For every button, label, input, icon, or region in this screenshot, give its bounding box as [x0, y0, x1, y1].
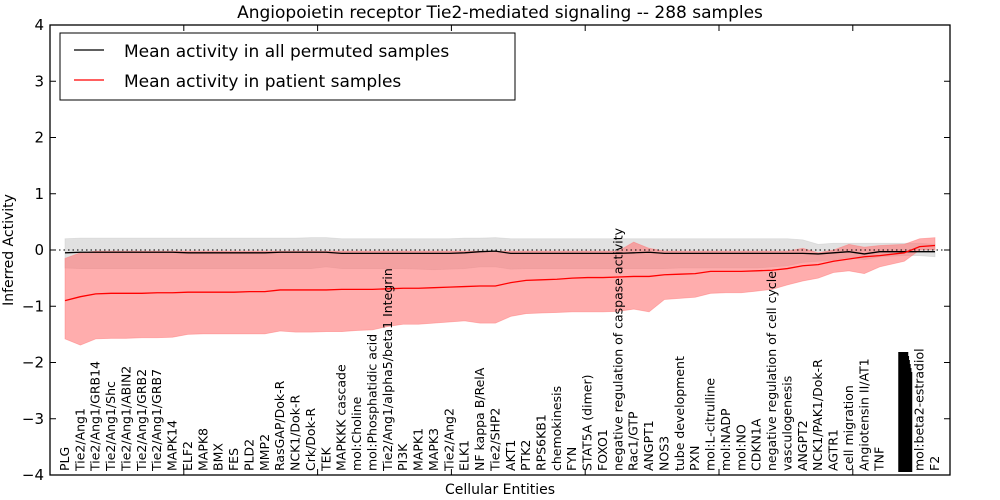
x-category-label: TEK: [318, 446, 333, 472]
x-category-label: negative regulation of caspase activity: [610, 227, 625, 471]
x-category-label: PXN: [687, 446, 702, 471]
x-category-label: Tie2/Ang1/GRB2: [134, 369, 149, 472]
x-category-label: NCK1/PAK1/Dok-R: [810, 359, 825, 471]
series-lines: [64, 244, 936, 302]
x-category-label: mol:beta2-estradiol: [912, 348, 927, 471]
chart-title: Angiopoietin receptor Tie2-mediated sign…: [237, 3, 763, 23]
overlapping-label-cluster: [902, 372, 913, 472]
x-category-label: MMP2: [257, 434, 272, 471]
x-category-label: Tie2/Ang1: [72, 408, 87, 472]
x-category-label: MAPK1: [411, 428, 426, 471]
x-category-label: RasGAP/Dok-R: [272, 380, 287, 471]
x-category-label: PTK2: [518, 440, 533, 471]
x-category-label: Tie2/Ang1/Shc: [103, 381, 118, 472]
x-axis-ticks: [183, 25, 854, 475]
legend-box: [59, 32, 516, 101]
y-axis-label: Inferred Activity: [1, 194, 17, 306]
x-category-label: Crk/Dok-R: [303, 408, 318, 471]
x-category-label: cell migration: [841, 385, 856, 471]
x-category-label: MAPK8: [195, 428, 210, 471]
y-tick-label: −2: [22, 354, 44, 372]
x-category-label: ELK1: [457, 440, 472, 471]
x-category-label: CDKN1A: [749, 418, 764, 471]
y-tick-label: 0: [34, 241, 44, 259]
y-tick-label: −4: [22, 466, 44, 484]
x-category-label: Tie2/Ang1/GRB14: [88, 361, 103, 472]
x-category-label: mol:NO: [733, 424, 748, 471]
x-category-label: Angiotensin II/AT1: [856, 358, 871, 471]
x-axis-label: Cellular Entities: [445, 482, 555, 498]
x-category-label: MAPK3: [426, 428, 441, 471]
x-category-label: MAPKKK cascade: [334, 364, 349, 471]
x-category-label: tube development: [672, 356, 687, 471]
x-category-label: STAT5A (dimer): [580, 375, 595, 471]
x-category-label: PLD2: [241, 439, 256, 471]
x-category-label: ANGPT2: [795, 420, 810, 471]
confidence-bands: [64, 237, 936, 346]
x-category-label: F2: [927, 456, 942, 471]
y-tick-label: 1: [34, 185, 44, 203]
x-category-label: ANGPT1: [641, 420, 656, 471]
x-category-label: AGTR1: [826, 429, 841, 471]
x-category-label: Tie2/SHP2: [487, 408, 502, 472]
legend: Mean activity in all permuted samples Me…: [59, 32, 516, 101]
x-category-label: NF kappa B/RelA: [472, 367, 487, 471]
x-category-label: mol:NADP: [718, 408, 733, 471]
x-category-label: mol:Choline: [349, 396, 364, 471]
x-category-label: BMX: [211, 443, 226, 471]
x-category-label: FOXO1: [595, 429, 610, 471]
x-category-label: TNF: [872, 447, 887, 472]
y-tick-label: 4: [34, 16, 44, 34]
x-category-label: FES: [226, 448, 241, 471]
x-category-label: FYN: [564, 447, 579, 471]
band-patient: [64, 237, 936, 346]
legend-label-patient: Mean activity in patient samples: [124, 72, 401, 92]
y-tick-label: 2: [34, 129, 44, 147]
x-category-label: NOS3: [656, 436, 671, 471]
x-category-label: chemokinesis: [549, 386, 564, 471]
x-category-label: Tie2/Ang1/alpha5/beta1 Integrin: [380, 268, 395, 472]
y-axis: 4 3 2 1 0 −1 −2 −3 −4: [22, 16, 950, 484]
y-tick-label: −3: [22, 410, 44, 428]
x-category-label: vasculogenesis: [779, 376, 794, 471]
x-category-label: negative regulation of cell cycle: [764, 271, 779, 471]
x-category-labels: PLG Tie2/Ang1 Tie2/Ang1/GRB14 Tie2/Ang1/Shc…: [57, 227, 942, 472]
legend-label-permuted: Mean activity in all permuted samples: [124, 42, 449, 62]
x-category-label: MAPK14: [165, 420, 180, 471]
x-category-label: NCK1/Dok-R: [288, 395, 303, 471]
x-category-label: ELF2: [180, 441, 195, 471]
x-category-label: Tie2/Ang1/GRB7: [149, 369, 164, 472]
x-category-label: Tie2/Ang2: [441, 408, 456, 472]
y-tick-label: 3: [34, 72, 44, 90]
x-category-label: PLG: [57, 447, 72, 471]
x-category-label: RPS6KB1: [534, 414, 549, 471]
x-category-label: mol:L-citrulline: [703, 378, 718, 471]
x-category-label: AKT1: [503, 440, 518, 471]
x-category-label: Rac1/GTP: [626, 411, 641, 471]
x-category-label: Tie2/Ang1/ABIN2: [118, 366, 133, 472]
x-category-label: PI3K: [395, 443, 410, 471]
y-tick-label: −1: [22, 297, 44, 315]
x-category-label: mol:Phosphatidic acid: [364, 334, 379, 471]
